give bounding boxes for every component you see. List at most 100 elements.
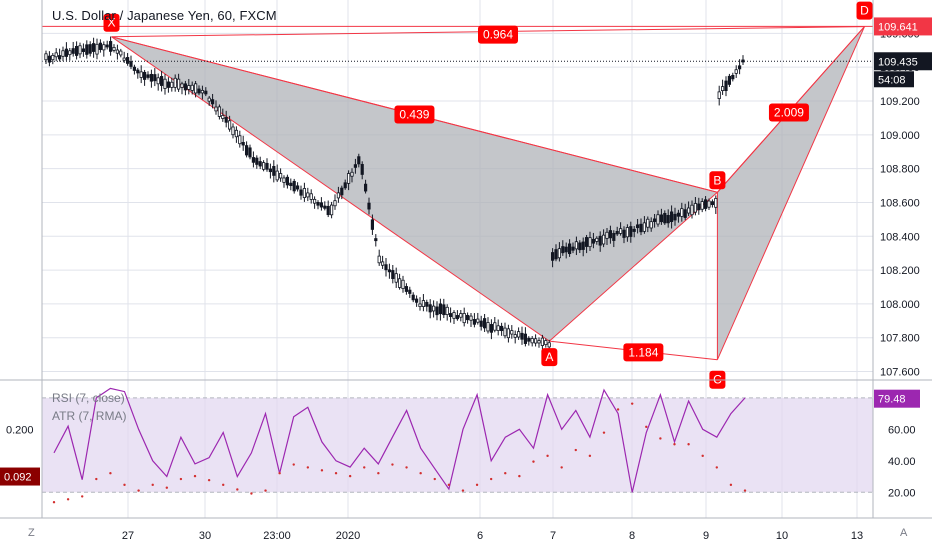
point-label-bg-b bbox=[709, 171, 726, 190]
z-button[interactable]: Z bbox=[28, 527, 35, 539]
candle-body bbox=[207, 97, 211, 102]
candle-body bbox=[612, 233, 616, 241]
atr-point bbox=[504, 472, 507, 475]
candle-body bbox=[435, 306, 439, 316]
atr-point bbox=[151, 483, 154, 487]
candle-body bbox=[595, 237, 599, 242]
candle-body bbox=[578, 242, 582, 251]
candle-body bbox=[411, 294, 415, 301]
candle-body bbox=[646, 218, 650, 228]
rsi-tick-label: 60.00 bbox=[888, 424, 916, 436]
candle-body bbox=[92, 43, 96, 52]
rsi-tick-label: 20.00 bbox=[888, 487, 916, 499]
candle-body bbox=[404, 286, 409, 292]
candle-body bbox=[61, 50, 65, 57]
candle-body bbox=[462, 313, 466, 324]
candle-body bbox=[197, 88, 201, 94]
candle-body bbox=[714, 198, 718, 208]
atr-point bbox=[616, 408, 620, 411]
candle-body bbox=[323, 205, 327, 209]
candle-body bbox=[387, 269, 392, 273]
atr-point bbox=[363, 466, 366, 469]
time-tick-label: 9 bbox=[703, 530, 709, 542]
candle-body bbox=[251, 157, 255, 163]
candle-body bbox=[734, 69, 738, 74]
rsi-line bbox=[53, 387, 746, 493]
candle-body bbox=[540, 337, 545, 346]
candle-body bbox=[707, 200, 711, 208]
price-tick-label: 109.200 bbox=[880, 96, 920, 108]
candle-body bbox=[704, 199, 708, 209]
candle-body bbox=[129, 61, 133, 67]
atr-point bbox=[377, 472, 380, 475]
candle-body bbox=[316, 202, 320, 206]
candle-body bbox=[557, 248, 562, 259]
candle-body bbox=[85, 44, 89, 55]
rsi-tick-label: 40.00 bbox=[888, 456, 916, 468]
candle-body bbox=[149, 73, 153, 82]
candle-body bbox=[656, 214, 660, 225]
auto-scale-button[interactable]: A bbox=[900, 527, 908, 539]
candle-body bbox=[721, 86, 725, 92]
candle-body bbox=[673, 213, 677, 221]
atr-point bbox=[588, 454, 592, 458]
ratio-label: 2.009 bbox=[774, 105, 804, 119]
candle-body bbox=[499, 325, 504, 332]
candle-body bbox=[306, 192, 310, 198]
atr-point bbox=[433, 477, 436, 481]
candle-body bbox=[659, 214, 664, 223]
candle-body bbox=[221, 115, 225, 119]
atr-point bbox=[52, 501, 56, 504]
candle-body bbox=[227, 120, 232, 130]
candle-body bbox=[523, 333, 528, 344]
candle-body bbox=[653, 218, 657, 222]
candle-body bbox=[122, 57, 126, 61]
atr-point bbox=[701, 454, 704, 458]
candle-body bbox=[95, 43, 99, 55]
candle-body bbox=[367, 202, 371, 210]
candle-body bbox=[159, 76, 164, 86]
candle-body bbox=[568, 243, 572, 255]
candle-body bbox=[329, 204, 334, 216]
candle-body bbox=[119, 50, 123, 56]
candle-body bbox=[234, 129, 238, 138]
candle-body bbox=[448, 313, 453, 317]
ratio-label: 0.439 bbox=[399, 108, 429, 122]
candle-body bbox=[551, 252, 555, 261]
candle-body bbox=[493, 322, 497, 331]
ratio-label: 1.184 bbox=[628, 345, 658, 359]
candle-body bbox=[442, 304, 446, 316]
atr-point bbox=[222, 483, 225, 487]
candle-body bbox=[465, 314, 470, 321]
point-label-bg-a bbox=[541, 348, 558, 367]
candle-body bbox=[261, 162, 266, 170]
level-price-tag-bg bbox=[874, 17, 932, 36]
candle-body bbox=[71, 48, 75, 54]
candle-body bbox=[238, 135, 242, 145]
atr-point bbox=[179, 477, 183, 481]
candle-body bbox=[156, 77, 160, 85]
atr-point bbox=[489, 477, 493, 481]
candle-body bbox=[47, 55, 52, 63]
candle-body bbox=[248, 147, 252, 158]
candle-body bbox=[455, 315, 460, 320]
candle-body bbox=[51, 54, 55, 61]
candle-body bbox=[105, 44, 109, 48]
candle-body bbox=[153, 74, 157, 82]
atr-point bbox=[193, 474, 197, 478]
candle-body bbox=[272, 166, 276, 176]
candle-body bbox=[391, 270, 395, 279]
price-tick-label: 107.800 bbox=[880, 333, 920, 345]
candle-body bbox=[482, 318, 487, 329]
candle-body bbox=[265, 162, 269, 170]
atr-point bbox=[81, 495, 84, 498]
atr-point bbox=[475, 483, 479, 487]
current-price-tag: 109.435 bbox=[878, 56, 918, 68]
candle-body bbox=[64, 48, 68, 57]
candle-body bbox=[112, 47, 116, 51]
candle-body bbox=[136, 69, 140, 74]
candle-body bbox=[353, 164, 358, 168]
candle-body bbox=[561, 246, 565, 254]
time-tick-label: 30 bbox=[199, 530, 211, 542]
